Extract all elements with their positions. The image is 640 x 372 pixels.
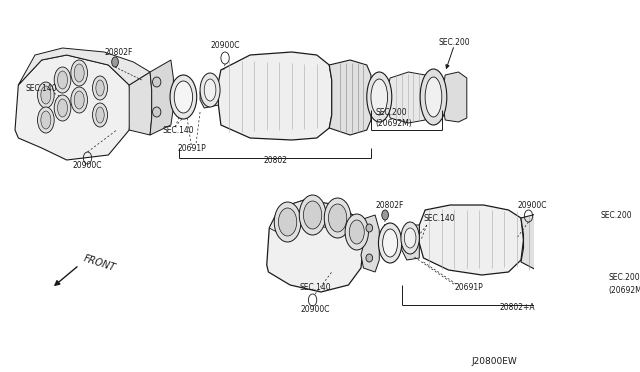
Polygon shape [360, 215, 380, 272]
Ellipse shape [593, 223, 610, 263]
Ellipse shape [152, 107, 161, 117]
Polygon shape [521, 213, 557, 272]
Text: 20802F: 20802F [376, 201, 404, 209]
Polygon shape [269, 200, 364, 245]
Text: SEC.140: SEC.140 [163, 125, 194, 135]
Polygon shape [15, 55, 132, 160]
Ellipse shape [378, 223, 402, 263]
Ellipse shape [41, 86, 51, 104]
Ellipse shape [349, 220, 364, 244]
Ellipse shape [324, 198, 351, 238]
Text: SEC.140: SEC.140 [25, 83, 56, 93]
Ellipse shape [371, 79, 388, 115]
Text: SEC.200: SEC.200 [600, 211, 632, 219]
Polygon shape [402, 225, 419, 260]
Ellipse shape [401, 222, 419, 254]
Ellipse shape [366, 254, 372, 262]
Text: 20900C: 20900C [211, 41, 240, 49]
Ellipse shape [425, 77, 442, 117]
Ellipse shape [170, 75, 196, 119]
Text: SEC.200: SEC.200 [438, 38, 470, 46]
Text: 20900C: 20900C [73, 160, 102, 170]
Text: SEC.140: SEC.140 [300, 283, 331, 292]
Text: (20692M): (20692M) [609, 285, 640, 295]
Ellipse shape [74, 91, 84, 109]
Text: FRONT: FRONT [82, 253, 116, 273]
Ellipse shape [551, 218, 574, 268]
Text: J20800EW: J20800EW [471, 357, 517, 366]
Ellipse shape [152, 77, 161, 87]
Ellipse shape [383, 229, 397, 257]
Ellipse shape [71, 87, 88, 113]
Ellipse shape [93, 103, 108, 127]
Polygon shape [19, 48, 150, 85]
Text: (20692M): (20692M) [375, 119, 412, 128]
Ellipse shape [275, 202, 301, 242]
Ellipse shape [74, 64, 84, 82]
Ellipse shape [96, 107, 104, 123]
Ellipse shape [54, 67, 71, 93]
Ellipse shape [96, 80, 104, 96]
Ellipse shape [589, 216, 614, 270]
Ellipse shape [41, 111, 51, 129]
Polygon shape [444, 72, 467, 122]
Ellipse shape [420, 69, 447, 125]
Text: SEC.140: SEC.140 [424, 214, 455, 222]
Polygon shape [419, 205, 524, 275]
Ellipse shape [278, 208, 297, 236]
Ellipse shape [366, 224, 372, 232]
Ellipse shape [38, 82, 54, 108]
Text: 20802F: 20802F [104, 48, 132, 57]
Polygon shape [611, 218, 634, 268]
Text: 20802+A: 20802+A [499, 304, 534, 312]
Ellipse shape [200, 73, 220, 107]
Text: SEC.200: SEC.200 [609, 273, 640, 282]
Ellipse shape [328, 204, 347, 232]
Ellipse shape [71, 60, 88, 86]
Polygon shape [388, 72, 429, 123]
Ellipse shape [174, 81, 193, 113]
Ellipse shape [367, 72, 392, 122]
Ellipse shape [345, 214, 369, 250]
Ellipse shape [112, 57, 118, 67]
Ellipse shape [38, 107, 54, 133]
Text: SEC.200: SEC.200 [375, 108, 407, 116]
Ellipse shape [58, 71, 68, 89]
Ellipse shape [303, 201, 322, 229]
Ellipse shape [555, 226, 570, 260]
Ellipse shape [300, 195, 326, 235]
Ellipse shape [404, 228, 416, 248]
Ellipse shape [58, 99, 68, 117]
Text: 20691P: 20691P [177, 144, 206, 153]
Polygon shape [329, 60, 371, 135]
Polygon shape [129, 72, 152, 135]
Ellipse shape [204, 79, 216, 101]
Polygon shape [572, 220, 598, 265]
Text: 20900C: 20900C [300, 305, 330, 314]
Ellipse shape [382, 210, 388, 220]
Text: 20900C: 20900C [517, 201, 547, 209]
Polygon shape [150, 60, 173, 135]
Polygon shape [200, 82, 218, 108]
Text: 20802: 20802 [263, 155, 287, 164]
Text: 20691P: 20691P [454, 283, 483, 292]
Polygon shape [218, 52, 332, 140]
Ellipse shape [93, 76, 108, 100]
Polygon shape [267, 200, 364, 292]
Ellipse shape [54, 95, 71, 121]
